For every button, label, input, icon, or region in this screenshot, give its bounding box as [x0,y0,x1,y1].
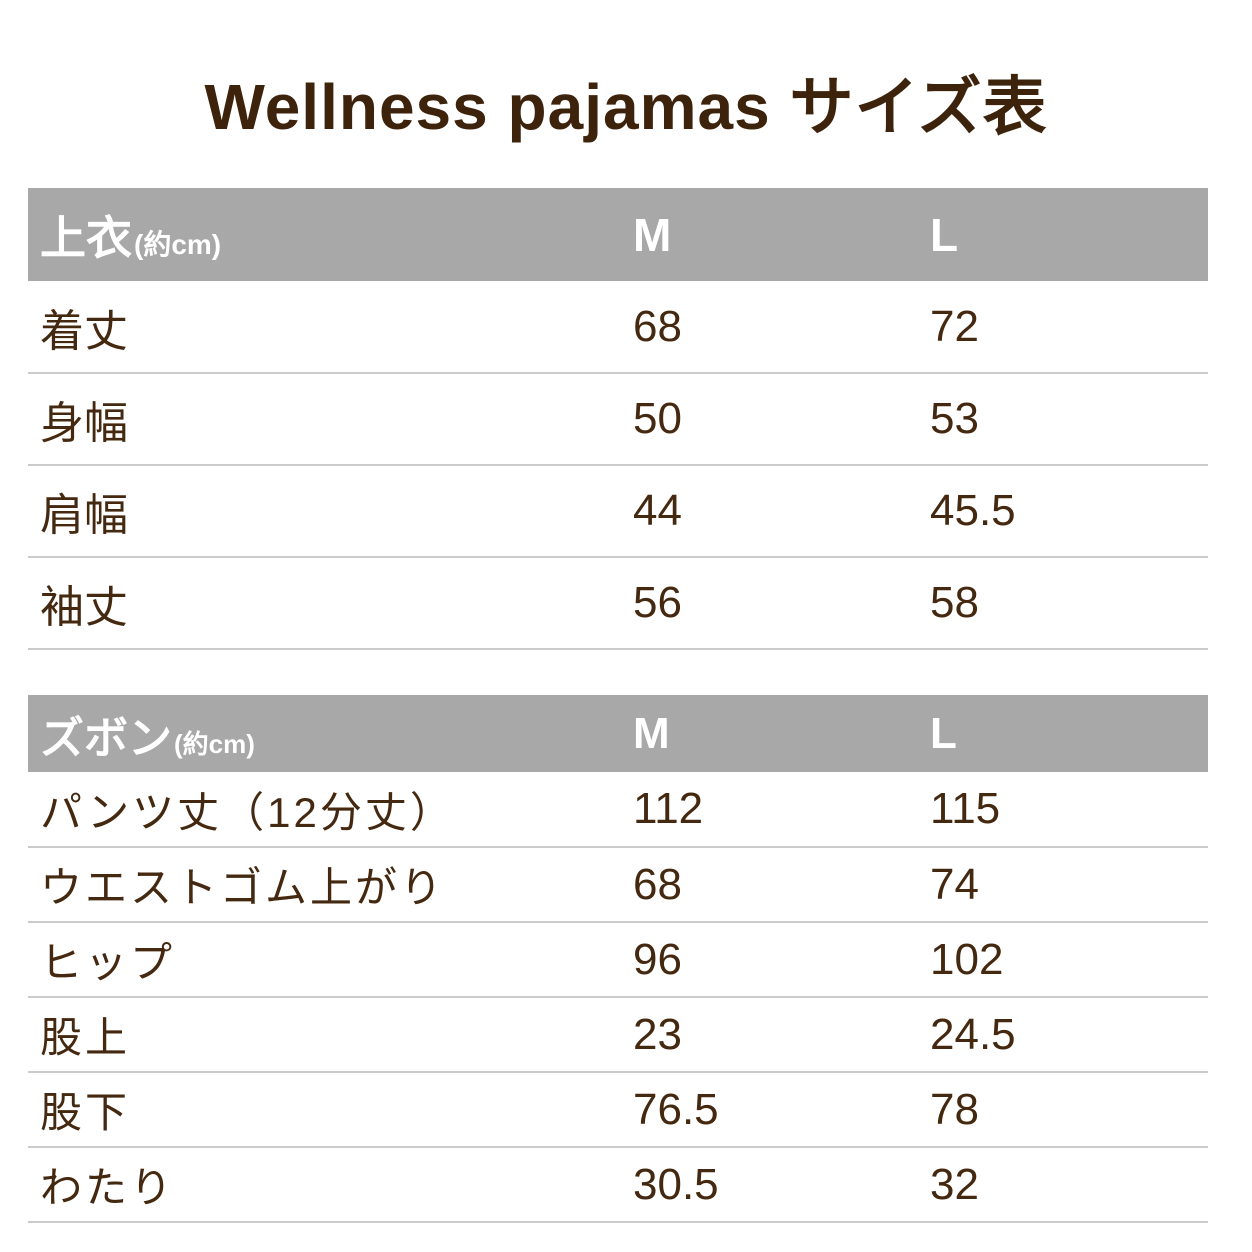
page-title: Wellness pajamas サイズ表 [204,71,1048,143]
table-row: 着丈 68 72 [28,281,1208,373]
value-l: 58 [930,578,979,627]
value-m: 96 [633,934,682,984]
value-l: 45.5 [930,486,1016,535]
table-row: わたり 30.5 32 [28,1147,1208,1222]
row-label: 股上 [40,1014,131,1061]
value-m: 23 [633,1009,682,1059]
value-m: 68 [633,301,682,351]
pants-header-col-m: M [633,708,670,758]
value-m: 44 [633,486,682,535]
tops-header-title: 上衣 [40,211,132,264]
value-l: 115 [930,784,1001,833]
row-label: 着丈 [40,306,128,356]
value-l: 53 [930,394,979,443]
tops-header-unit: (約cm) [134,228,222,260]
value-l: 78 [930,1084,979,1134]
row-label: 身幅 [40,399,128,448]
table-row: パンツ丈（12分丈） 112 115 [28,772,1208,847]
table-row: ウエストゴム上がり 68 74 [28,847,1208,922]
value-m: 112 [633,784,704,833]
value-m: 68 [633,859,682,909]
table-row: 股上 23 24.5 [28,997,1208,1072]
value-m: 50 [633,394,682,443]
tops-header-row: 上衣(約cm) M L [28,188,1208,281]
tops-header-label-cell: 上衣(約cm) [28,188,633,281]
row-label: わたり [40,1164,176,1211]
pants-header-unit: (約cm) [174,728,255,759]
pants-header-label-cell: ズボン(約cm) [28,695,633,772]
value-m: 30.5 [633,1159,719,1209]
value-l: 74 [930,859,979,909]
row-label: ヒップ [40,939,176,986]
pants-header-title: ズボン [40,713,172,763]
tops-header-col-l: L [930,208,959,261]
table-row: 股下 76.5 78 [28,1072,1208,1147]
pants-header-row: ズボン(約cm) M L [28,695,1208,772]
pants-header-col-l: L [930,708,957,758]
tops-size-table: 上衣(約cm) M L 着丈 68 72 身幅 50 53 肩幅 44 45.5… [28,188,1208,650]
table-row: ヒップ 96 102 [28,922,1208,997]
row-label: 肩幅 [40,491,128,540]
table-row: 身幅 50 53 [28,373,1208,465]
table-row: 肩幅 44 45.5 [28,465,1208,557]
row-label: ウエストゴム上がり [40,864,446,911]
row-label: 袖丈 [40,583,128,632]
value-l: 24.5 [930,1009,1016,1059]
table-row: 袖丈 56 58 [28,557,1208,649]
value-l: 102 [930,934,1004,984]
value-m: 76.5 [633,1084,719,1134]
value-m: 56 [633,578,682,627]
row-label: 股下 [40,1089,131,1136]
value-l: 72 [930,301,979,351]
pants-size-table: ズボン(約cm) M L パンツ丈（12分丈） 112 115 ウエストゴム上が… [28,695,1208,1223]
tops-header-col-m: M [633,208,672,261]
value-l: 32 [930,1159,979,1209]
row-label: パンツ丈（12分丈） [40,788,455,836]
